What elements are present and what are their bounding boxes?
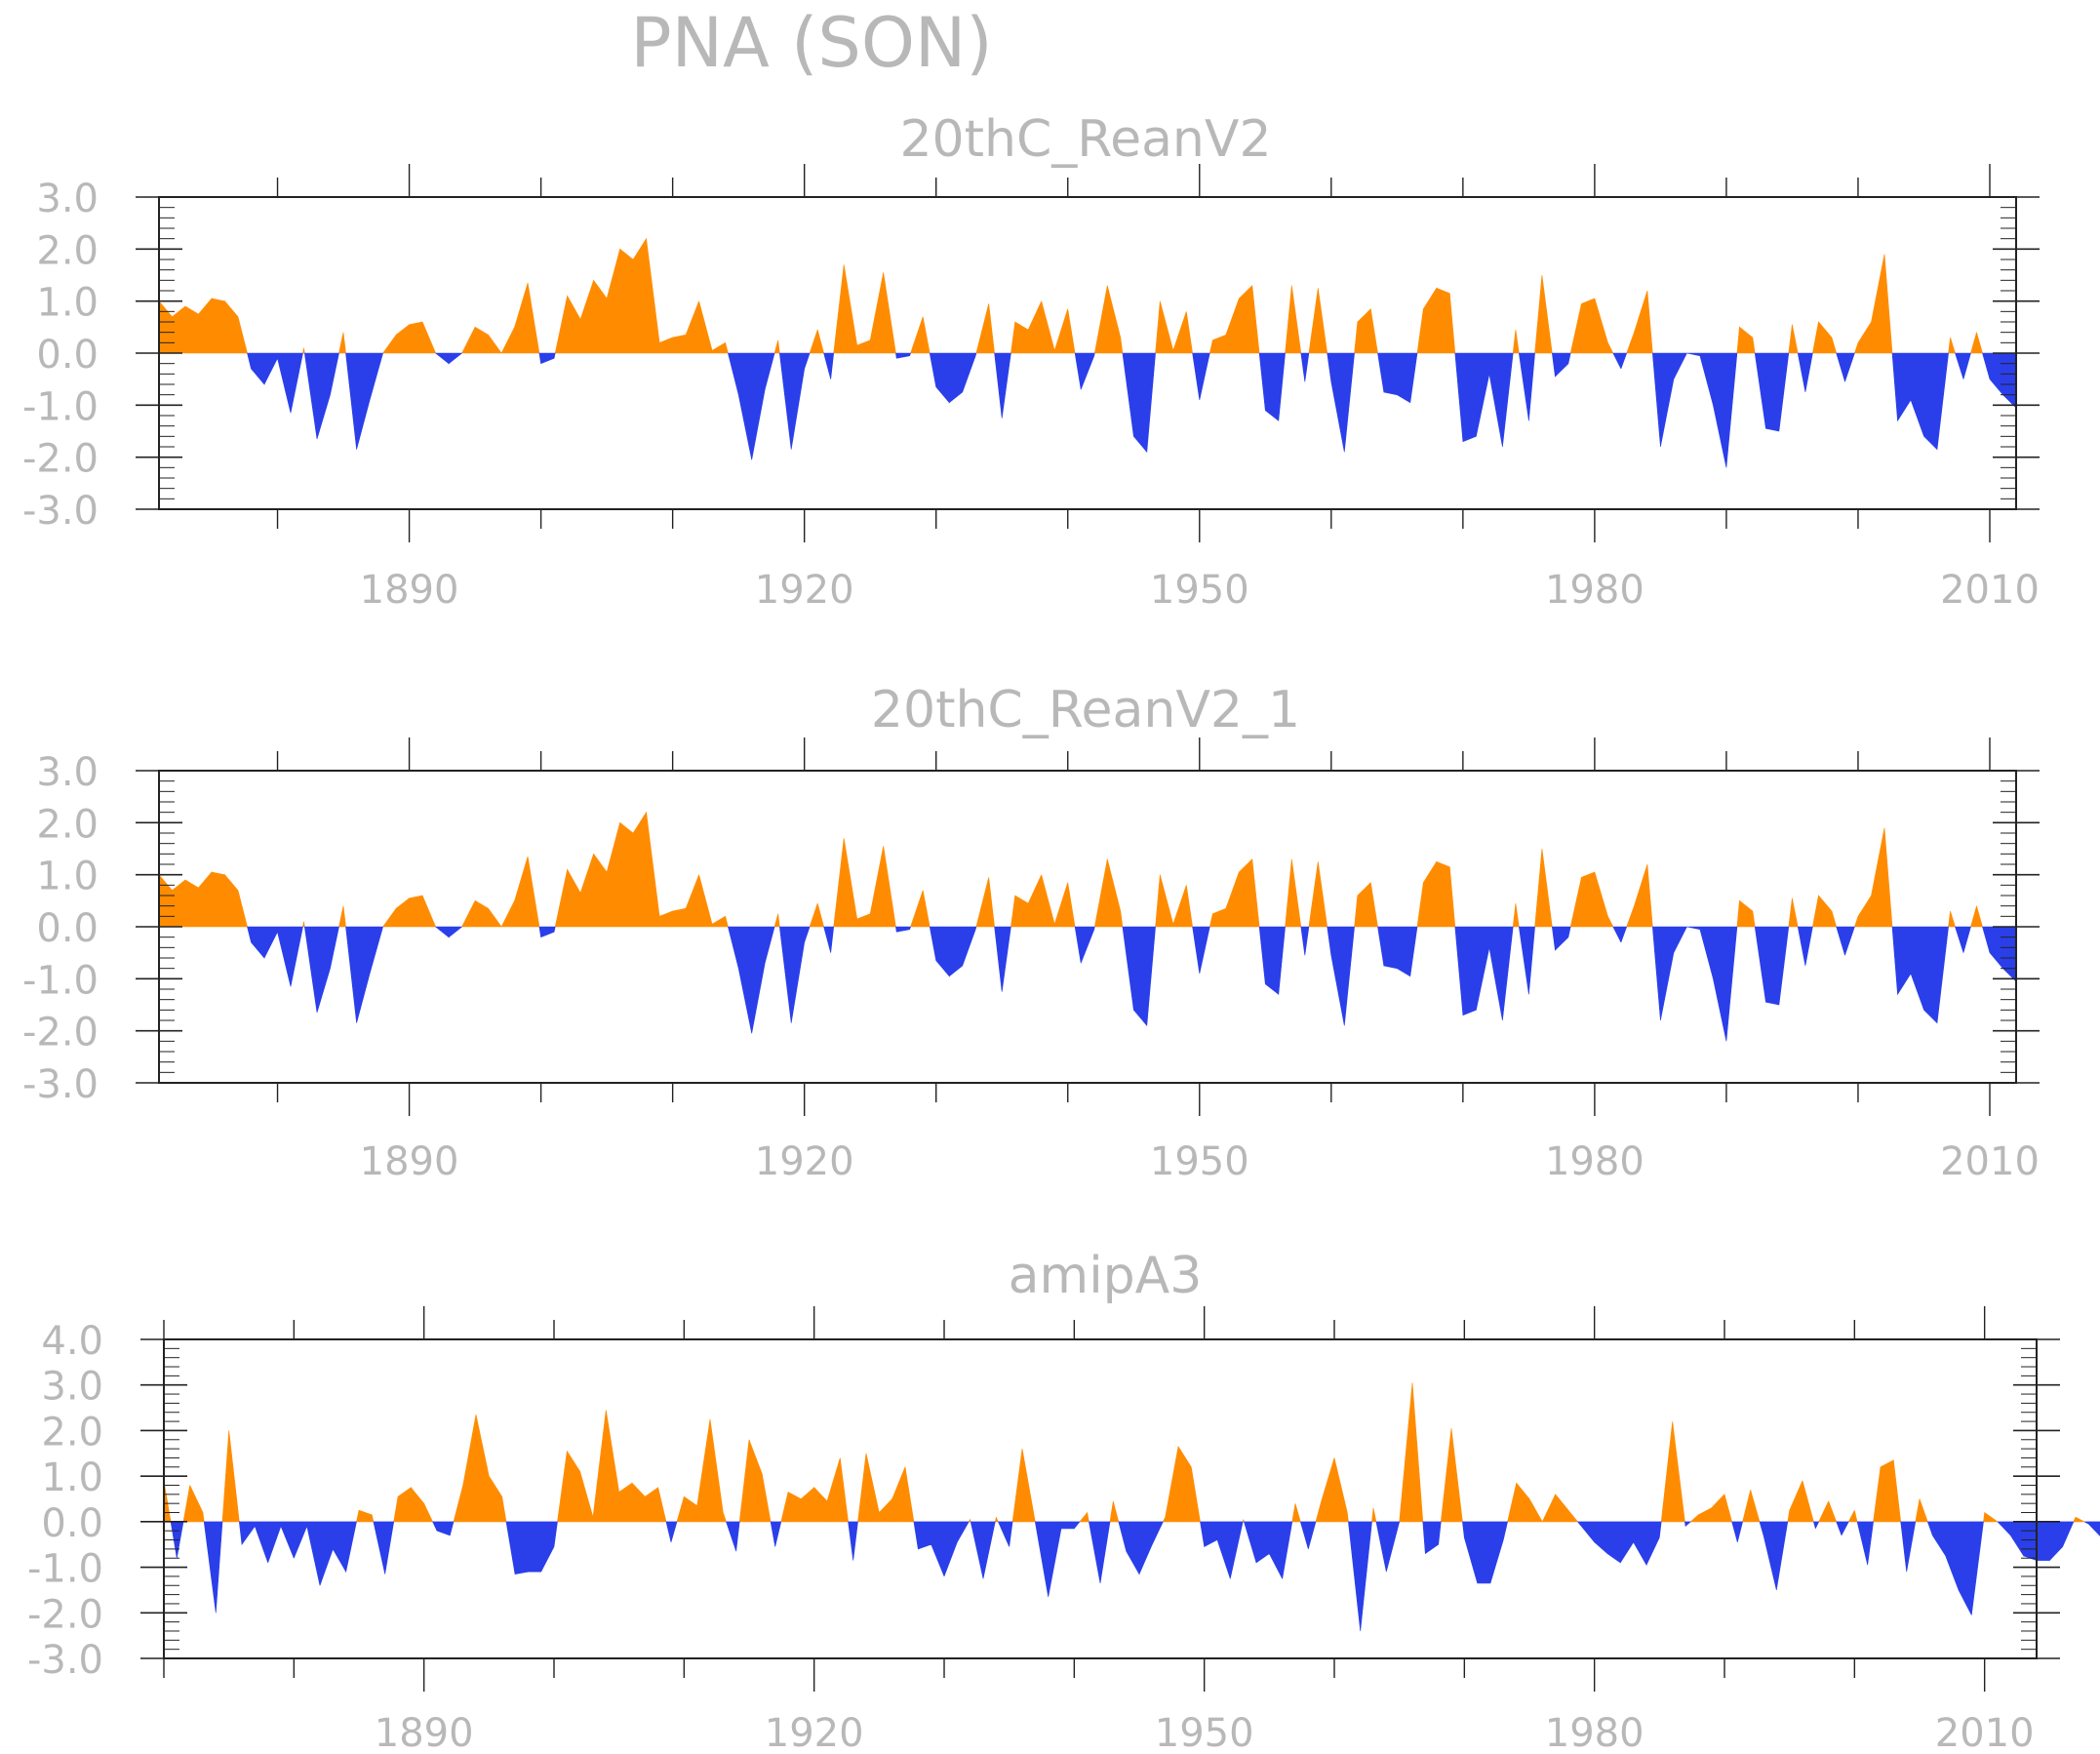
positive-area	[158, 237, 1983, 354]
chart-panel-2: 3.0 2.0 1.0 0.0 -1.0 -2.0 -3.0 1890 1920 1950 1980…	[22, 737, 2040, 1184]
y-tick-label: -2.0	[22, 437, 99, 482]
panel-title-1: 20thC_ReanV2	[899, 110, 1271, 169]
y-tick-label: -2.0	[22, 1011, 99, 1056]
negative-area	[247, 352, 2017, 468]
y-tick-label: -3.0	[22, 489, 99, 534]
x-tick-label: 2010	[1935, 1711, 2035, 1754]
y-tick-label: 0.0	[36, 333, 99, 378]
y-tick-label: -1.0	[22, 384, 99, 429]
negative-area	[170, 1521, 2100, 1632]
x-tick-label: 1890	[360, 1139, 459, 1184]
y-tick-label: 2.0	[36, 802, 99, 847]
y-tick-label: -3.0	[27, 1638, 103, 1683]
chart-panel-1: 3.0 2.0 1.0 0.0 -1.0 -2.0 -3.0 1890 1920 1950 1980…	[22, 164, 2040, 613]
x-tick-label: 1890	[360, 568, 459, 613]
y-tick-label: 1.0	[36, 855, 99, 899]
x-tick-label: 2010	[1940, 1139, 2040, 1184]
x-tick-label: 1980	[1545, 568, 1644, 613]
x-tick-label: 1980	[1545, 1711, 1644, 1754]
panel-title-2: 20thC_ReanV2_1	[871, 681, 1300, 739]
page-title: PNA (SON)	[630, 3, 992, 83]
x-tick-label: 1920	[755, 568, 854, 613]
x-tick-label: 1950	[1150, 568, 1249, 613]
x-tick-label: 1980	[1545, 1139, 1644, 1184]
x-tick-label: 1920	[755, 1139, 854, 1184]
chart-panel-3: 4.03.02.01.00.0-1.0-2.0-3.0 1890 1920 1950 1…	[27, 1306, 2100, 1754]
positive-area	[158, 811, 1983, 928]
y-tick-label: 1.0	[41, 1455, 103, 1500]
panel-title-3: amipA3	[1009, 1247, 1203, 1305]
x-tick-label: 1920	[765, 1711, 864, 1754]
y-tick-label: 3.0	[41, 1365, 103, 1410]
x-tick-label: 1890	[375, 1711, 474, 1754]
negative-area	[247, 926, 2017, 1042]
positive-area	[163, 1382, 2085, 1523]
y-tick-label: 3.0	[36, 750, 99, 795]
y-tick-label: 2.0	[36, 228, 99, 273]
y-tick-label: 3.0	[36, 177, 99, 221]
y-tick-label: -3.0	[22, 1062, 99, 1107]
plot-frame	[163, 1338, 2038, 1659]
y-tick-label: -2.0	[27, 1592, 103, 1637]
y-tick-label: -1.0	[22, 958, 99, 1003]
x-tick-label: 1950	[1155, 1711, 1254, 1754]
y-tick-label: 4.0	[41, 1319, 103, 1364]
x-tick-label: 2010	[1940, 568, 2040, 613]
y-tick-label: -1.0	[27, 1547, 103, 1592]
y-tick-label: 1.0	[36, 281, 99, 326]
y-tick-label: 0.0	[36, 906, 99, 951]
x-tick-label: 1950	[1150, 1139, 1249, 1184]
y-tick-label: 2.0	[41, 1410, 103, 1455]
y-tick-label: 0.0	[41, 1501, 103, 1546]
